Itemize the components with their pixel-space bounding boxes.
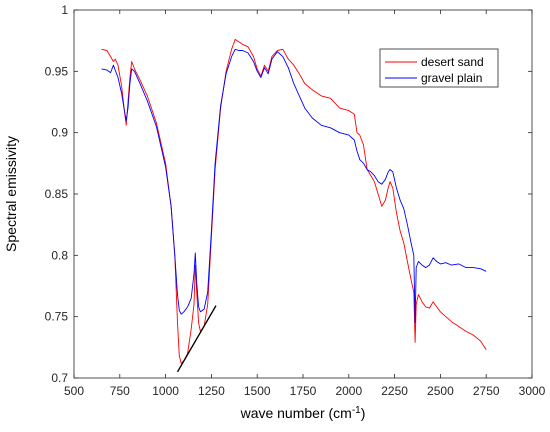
- x-axis-label: wave number (cm-1): [240, 405, 366, 422]
- annotation-layer: [176, 305, 217, 373]
- annotation-slope-line: [176, 305, 217, 373]
- y-tick-label: 0.9: [51, 126, 68, 140]
- y-tick-label: 0.95: [45, 64, 69, 78]
- series-line-desert-sand: [101, 38, 487, 364]
- legend-label-desert-sand: desert sand: [421, 55, 484, 69]
- y-tick-label: 0.85: [45, 187, 69, 201]
- legend-box: [379, 48, 499, 88]
- x-tick-label: 1750: [290, 384, 317, 398]
- x-tick-label: 2250: [381, 384, 408, 398]
- x-axis-label-superscript: -1: [352, 405, 361, 416]
- x-tick-label: 2500: [427, 384, 454, 398]
- x-tick-label: 2750: [473, 384, 500, 398]
- y-tick-label: 0.8: [51, 248, 68, 262]
- y-axis-ticks: 0.7 0.75 0.8 0.85 0.9 0.95 1: [45, 3, 532, 385]
- x-tick-label: 500: [64, 384, 84, 398]
- y-tick-label: 0.7: [51, 371, 68, 385]
- y-tick-label: 1: [61, 3, 68, 17]
- legend: desert sand gravel plain: [379, 48, 499, 88]
- x-tick-label: 750: [110, 384, 130, 398]
- x-tick-label: 1000: [152, 384, 179, 398]
- series-line-gravel-plain: [101, 48, 487, 324]
- y-tick-label: 0.75: [45, 310, 69, 324]
- x-tick-label: 2000: [335, 384, 362, 398]
- x-tick-label: 1500: [244, 384, 271, 398]
- x-tick-label: 1250: [198, 384, 225, 398]
- x-tick-label: 3000: [519, 384, 546, 398]
- legend-label-gravel-plain: gravel plain: [421, 71, 482, 85]
- series-layer: [101, 38, 487, 364]
- y-axis-label: Spectral emissivity: [3, 136, 19, 252]
- x-axis-ticks: 500 750 1000 1250 1500 1750 2000 2250 2500 2750 30…: [64, 10, 546, 398]
